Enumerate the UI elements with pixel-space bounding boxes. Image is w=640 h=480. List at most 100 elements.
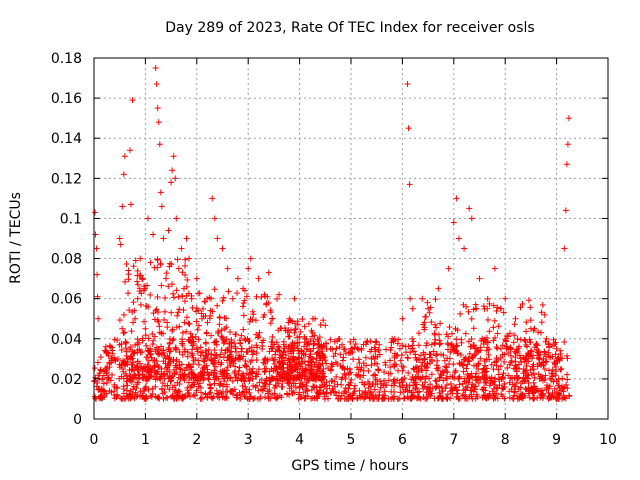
data-point bbox=[183, 235, 190, 242]
data-point bbox=[471, 362, 478, 369]
data-point bbox=[173, 287, 180, 294]
data-point bbox=[239, 303, 246, 310]
data-point bbox=[114, 385, 121, 392]
data-point bbox=[511, 388, 518, 395]
data-point bbox=[428, 319, 435, 326]
data-point bbox=[558, 365, 565, 372]
data-point bbox=[562, 207, 569, 214]
data-point bbox=[457, 310, 464, 317]
data-point bbox=[157, 189, 164, 196]
data-point bbox=[142, 383, 149, 390]
data-point bbox=[405, 369, 412, 376]
data-point bbox=[500, 309, 507, 316]
data-point bbox=[168, 179, 175, 186]
data-point bbox=[174, 256, 181, 263]
data-point bbox=[236, 337, 243, 344]
data-point bbox=[216, 321, 223, 328]
data-point bbox=[189, 346, 196, 353]
data-point bbox=[494, 345, 501, 352]
data-point bbox=[183, 314, 190, 321]
x-tick-label: 0 bbox=[90, 432, 99, 448]
data-point bbox=[492, 395, 499, 402]
data-point bbox=[158, 385, 165, 392]
data-point bbox=[224, 388, 231, 395]
data-point bbox=[419, 295, 426, 302]
data-point bbox=[526, 336, 533, 343]
data-point bbox=[542, 338, 549, 345]
data-point bbox=[538, 319, 545, 326]
data-point bbox=[247, 255, 254, 262]
data-point bbox=[522, 338, 529, 345]
data-point bbox=[157, 260, 164, 267]
data-point bbox=[435, 285, 442, 292]
data-point bbox=[206, 390, 213, 397]
data-point bbox=[425, 384, 432, 391]
data-point bbox=[333, 345, 340, 352]
data-point bbox=[142, 325, 149, 332]
data-point bbox=[484, 316, 491, 323]
data-point bbox=[225, 288, 232, 295]
data-point bbox=[466, 358, 473, 365]
data-point bbox=[456, 381, 463, 388]
data-point bbox=[460, 368, 467, 375]
data-point bbox=[496, 382, 503, 389]
x-tick-label: 3 bbox=[244, 432, 253, 448]
data-point bbox=[174, 312, 181, 319]
data-point bbox=[527, 325, 534, 332]
data-point bbox=[432, 377, 439, 384]
data-point bbox=[422, 313, 429, 320]
y-tick-label: 0.14 bbox=[51, 131, 82, 147]
data-point bbox=[229, 295, 236, 302]
data-point bbox=[137, 301, 144, 308]
data-point bbox=[404, 354, 411, 361]
data-point bbox=[470, 355, 477, 362]
data-point bbox=[292, 326, 299, 333]
data-point bbox=[453, 195, 460, 202]
y-tick-label: 0.1 bbox=[60, 211, 82, 227]
data-point bbox=[224, 265, 231, 272]
data-point bbox=[181, 367, 188, 374]
data-point bbox=[352, 382, 359, 389]
data-point bbox=[490, 366, 497, 373]
data-point bbox=[214, 302, 221, 309]
data-point bbox=[188, 295, 195, 302]
data-point bbox=[176, 306, 183, 313]
data-point bbox=[203, 329, 210, 336]
data-point bbox=[154, 105, 161, 112]
data-point bbox=[120, 330, 127, 337]
data-point bbox=[207, 384, 214, 391]
data-point bbox=[537, 329, 544, 336]
data-point bbox=[494, 330, 501, 337]
data-point bbox=[158, 203, 165, 210]
data-point bbox=[102, 343, 109, 350]
data-point bbox=[501, 358, 508, 365]
data-point bbox=[415, 395, 422, 402]
data-point bbox=[237, 395, 244, 402]
data-point bbox=[195, 361, 202, 368]
data-point bbox=[301, 323, 308, 330]
data-point bbox=[166, 386, 173, 393]
data-point bbox=[428, 371, 435, 378]
data-point bbox=[170, 294, 177, 301]
data-point bbox=[416, 388, 423, 395]
data-point bbox=[512, 315, 519, 322]
data-point bbox=[410, 389, 417, 396]
data-point bbox=[415, 342, 422, 349]
data-point bbox=[160, 235, 167, 242]
data-point bbox=[186, 393, 193, 400]
data-point bbox=[232, 344, 239, 351]
data-point bbox=[445, 265, 452, 272]
data-point bbox=[301, 395, 308, 402]
data-point bbox=[134, 336, 141, 343]
data-point bbox=[320, 388, 327, 395]
data-point bbox=[388, 339, 395, 346]
data-point bbox=[423, 340, 430, 347]
data-point bbox=[119, 203, 126, 210]
data-point bbox=[457, 361, 464, 368]
data-point bbox=[164, 324, 171, 331]
data-point bbox=[202, 340, 209, 347]
data-point bbox=[461, 245, 468, 252]
x-tick-label: 7 bbox=[449, 432, 458, 448]
data-point bbox=[390, 388, 397, 395]
data-point bbox=[255, 275, 262, 282]
